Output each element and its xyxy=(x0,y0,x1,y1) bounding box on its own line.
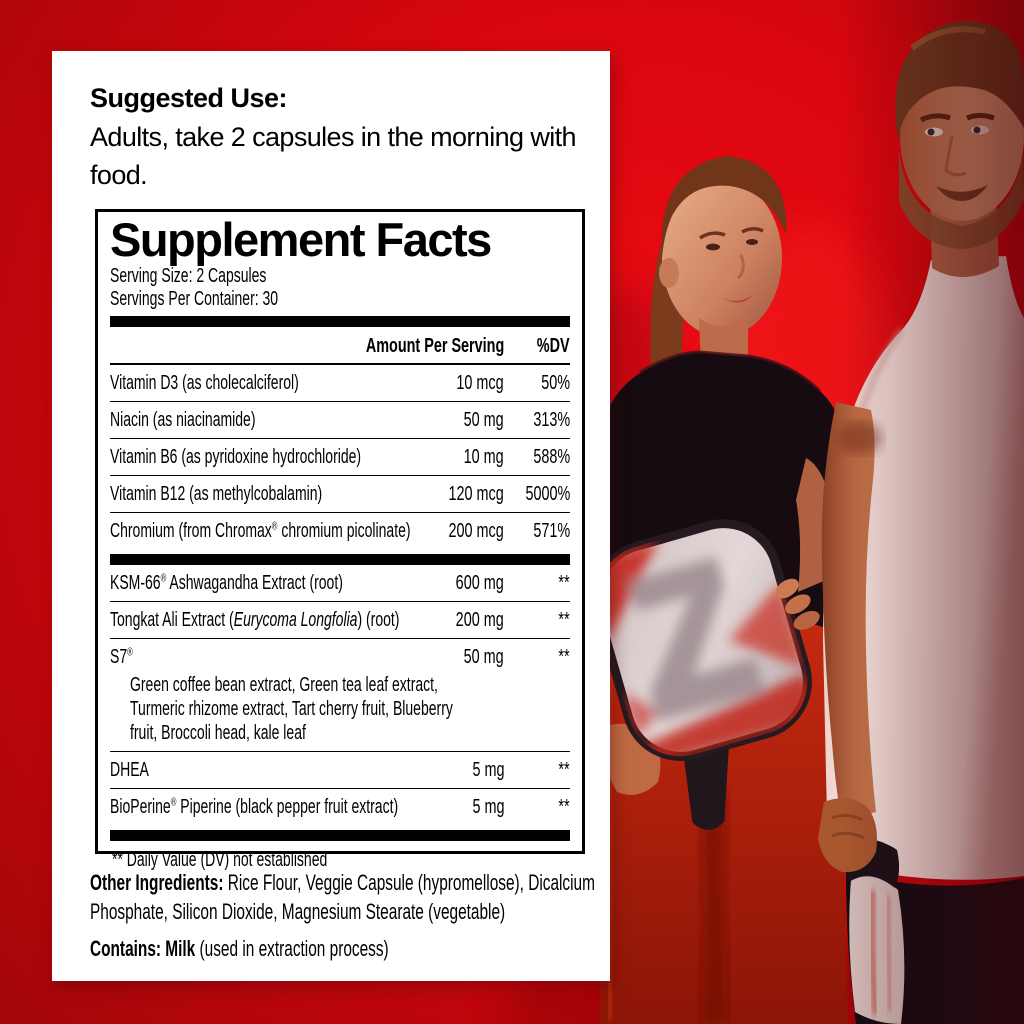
facts-section-vitamins: Vitamin D3 (as cholecalciferol) 10 mcg 50%… xyxy=(110,365,570,549)
divider-bar-thick xyxy=(110,829,570,841)
facts-row: DHEA 5 mg ** xyxy=(110,752,570,789)
contains-statement: Contains: Milk (used in extraction proce… xyxy=(90,936,586,962)
divider-bar-thick xyxy=(110,315,570,327)
contains-text: (used in extraction process) xyxy=(195,935,389,961)
facts-row: S7® 50 mg ** Green coffee bean extract, Gre… xyxy=(110,639,570,752)
suggested-use-title: Suggested Use: xyxy=(90,83,288,113)
facts-row: BioPerine® Piperine (black pepper fruit … xyxy=(110,795,570,818)
supplement-facts-box: Supplement Facts Serving Size: 2 Capsule… xyxy=(95,208,585,871)
facts-row: Tongkat Ali Extract (Eurycoma Longfolia)… xyxy=(110,602,570,639)
column-amount: Amount Per Serving xyxy=(365,334,504,357)
other-ingredients-label: Other Ingredients: xyxy=(90,869,224,895)
servings-per-container: Servings Per Container: 30 xyxy=(110,287,279,310)
facts-row: Vitamin B12 (as methylcobalamin) 120 mcg 5… xyxy=(110,476,570,513)
column-dv: %DV xyxy=(537,334,570,357)
other-ingredients: Other Ingredients: Rice Flour, Veggie Ca… xyxy=(90,868,595,926)
facts-row: Chromium (from Chromax® chromium picolin… xyxy=(110,519,570,542)
facts-row: Vitamin D3 (as cholecalciferol) 10 mcg 50% xyxy=(110,365,570,402)
facts-row: Vitamin B6 (as pyridoxine hydrochloride)… xyxy=(110,439,570,476)
suggested-use-body: Adults, take 2 capsules in the morning w… xyxy=(90,122,577,191)
facts-row: KSM-66® Ashwagandha Extract (root) 600 mg… xyxy=(110,565,570,602)
dv-footnote: ** Daily Value (DV) not established xyxy=(112,848,328,871)
contains-label: Contains: Milk xyxy=(90,935,196,961)
facts-header-row: Amount Per Serving %DV xyxy=(110,327,570,365)
other-ingredients-text: Rice Flour, Veggie Capsule (hypromellose… xyxy=(90,869,595,924)
facts-section-blend: KSM-66® Ashwagandha Extract (root) 600 mg… xyxy=(110,565,570,825)
label-panel: Suggested Use: Adults, take 2 capsules i… xyxy=(52,51,610,981)
supplement-facts-title: Supplement Facts xyxy=(110,212,492,266)
serving-size: Serving Size: 2 Capsules xyxy=(110,264,267,287)
facts-row-subingredients: Green coffee bean extract, Green tea lea… xyxy=(130,673,453,744)
facts-row: Niacin (as niacinamide) 50 mg 313% xyxy=(110,402,570,439)
divider-bar-thick xyxy=(110,553,570,565)
